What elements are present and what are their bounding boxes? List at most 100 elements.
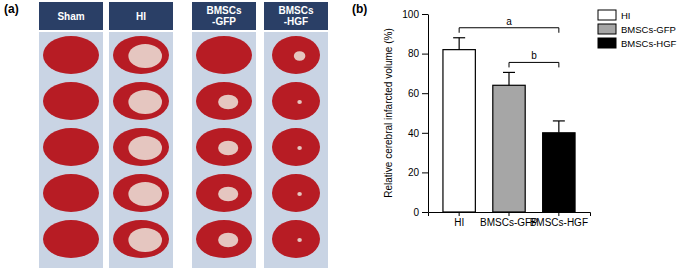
x-tick-mark (558, 212, 559, 216)
brain-slice (272, 220, 320, 258)
infarct-area (294, 51, 306, 61)
infarct-area (128, 44, 162, 68)
y-tick: 20 (408, 167, 428, 178)
group-label-line: Sham (57, 11, 84, 22)
error-bar-stem (508, 72, 509, 85)
photo-background (264, 32, 328, 268)
significance-bracket (459, 28, 559, 33)
brain-slice (43, 174, 99, 212)
bar (493, 85, 525, 212)
brain-slice (113, 174, 169, 212)
legend-label: BMSCs-GFP (621, 24, 676, 35)
infarct-area (128, 90, 162, 114)
y-tick-label: 100 (402, 9, 419, 20)
error-bar (503, 72, 515, 85)
y-axis-line (428, 15, 429, 213)
y-tick-label: 40 (408, 128, 420, 139)
y-axis: 0 20 40 60 80 100 (402, 9, 428, 218)
annotations: ab (459, 16, 559, 68)
group-label-line: -HGF (284, 16, 308, 27)
y-tick-label: 20 (408, 167, 420, 178)
brain-slice (113, 36, 169, 74)
label-band (39, 2, 103, 30)
error-bar-stem (459, 38, 460, 50)
bar (543, 133, 575, 212)
brain-slice (196, 174, 252, 212)
infarct-area (128, 182, 162, 206)
group-label: HI (136, 11, 146, 22)
y-tick-label: 80 (408, 48, 420, 59)
brain-slice (272, 82, 320, 120)
x-tick: BMSCs-HGF (530, 212, 588, 228)
x-tick-mark (509, 212, 510, 216)
group-label-line: BMSCs (206, 5, 241, 16)
error-bar-stem (558, 121, 559, 133)
infarct-area (218, 141, 238, 156)
label-band (192, 2, 256, 30)
y-tick: 0 (413, 207, 428, 218)
group-label: BMSCs-GFP (206, 5, 241, 27)
legend-swatch (598, 24, 616, 34)
group-label-line: HI (136, 11, 146, 22)
y-tick: 80 (408, 48, 428, 59)
y-tick: 60 (408, 88, 428, 99)
brain-slice (196, 220, 252, 258)
y-tick-label: 0 (413, 207, 419, 218)
panel-label: (a) (4, 2, 19, 16)
brain-slice (43, 82, 99, 120)
brain-slice (272, 174, 320, 212)
group-label-line: BMSCs (278, 5, 313, 16)
legend-item: BMSCs-HGF (598, 38, 677, 49)
infarct-area (297, 100, 302, 104)
label-band (109, 2, 173, 30)
x-axis: HIBMSCs-GFPBMSCs-HGF (429, 212, 591, 228)
legend-label: HI (621, 10, 631, 21)
legend-swatch (598, 38, 616, 48)
brain-slice (272, 36, 320, 74)
error-bar-cap (453, 37, 465, 38)
brain-slice (43, 220, 99, 258)
y-tick-mark (422, 133, 428, 134)
infarct-area (218, 95, 238, 110)
photo-background (39, 32, 103, 268)
photo-background (192, 32, 256, 268)
x-axis-line (429, 213, 591, 217)
x-tick-label: BMSCs-HGF (530, 217, 588, 228)
error-bar-cap (553, 120, 565, 121)
brain-slice (196, 128, 252, 166)
infarct-area (218, 187, 238, 202)
significance-bracket (509, 62, 559, 67)
brain-slice (43, 128, 99, 166)
y-tick-mark (422, 14, 428, 15)
error-bar-cap (503, 72, 515, 73)
brain-slice (196, 36, 252, 74)
y-tick-mark (422, 172, 428, 173)
legend-item: HI (598, 10, 631, 21)
infarct-area (218, 233, 238, 248)
legend-label: BMSCs-HGF (621, 38, 677, 49)
brain-slice (272, 128, 320, 166)
infarct-area (297, 146, 302, 150)
photo-panel: ShamHIBMSCs-GFPBMSCs-HGF (39, 2, 328, 268)
y-tick-mark (422, 212, 428, 213)
x-tick: HI (454, 212, 464, 228)
label-band (264, 2, 328, 30)
brain-slice (43, 36, 99, 74)
panel-label: (b) (352, 2, 367, 16)
infarct-area (297, 238, 302, 242)
error-bar (553, 121, 565, 133)
group-label-line: -GFP (212, 16, 236, 27)
brain-slice (113, 128, 169, 166)
y-tick: 40 (408, 128, 428, 139)
error-bar (453, 38, 465, 50)
figure: (a)ShamHIBMSCs-GFPBMSCs-HGF(b)0204060801… (0, 0, 700, 272)
brain-slice (196, 82, 252, 120)
group-label: BMSCs-HGF (278, 5, 313, 27)
plot-area (443, 38, 575, 212)
legend: HI BMSCs-GFP BMSCs-HGF (598, 10, 677, 49)
bar (443, 50, 475, 212)
y-tick-mark (422, 54, 428, 55)
significance-label: b (531, 50, 537, 61)
infarct-area (297, 192, 302, 196)
x-tick-mark (459, 212, 460, 216)
